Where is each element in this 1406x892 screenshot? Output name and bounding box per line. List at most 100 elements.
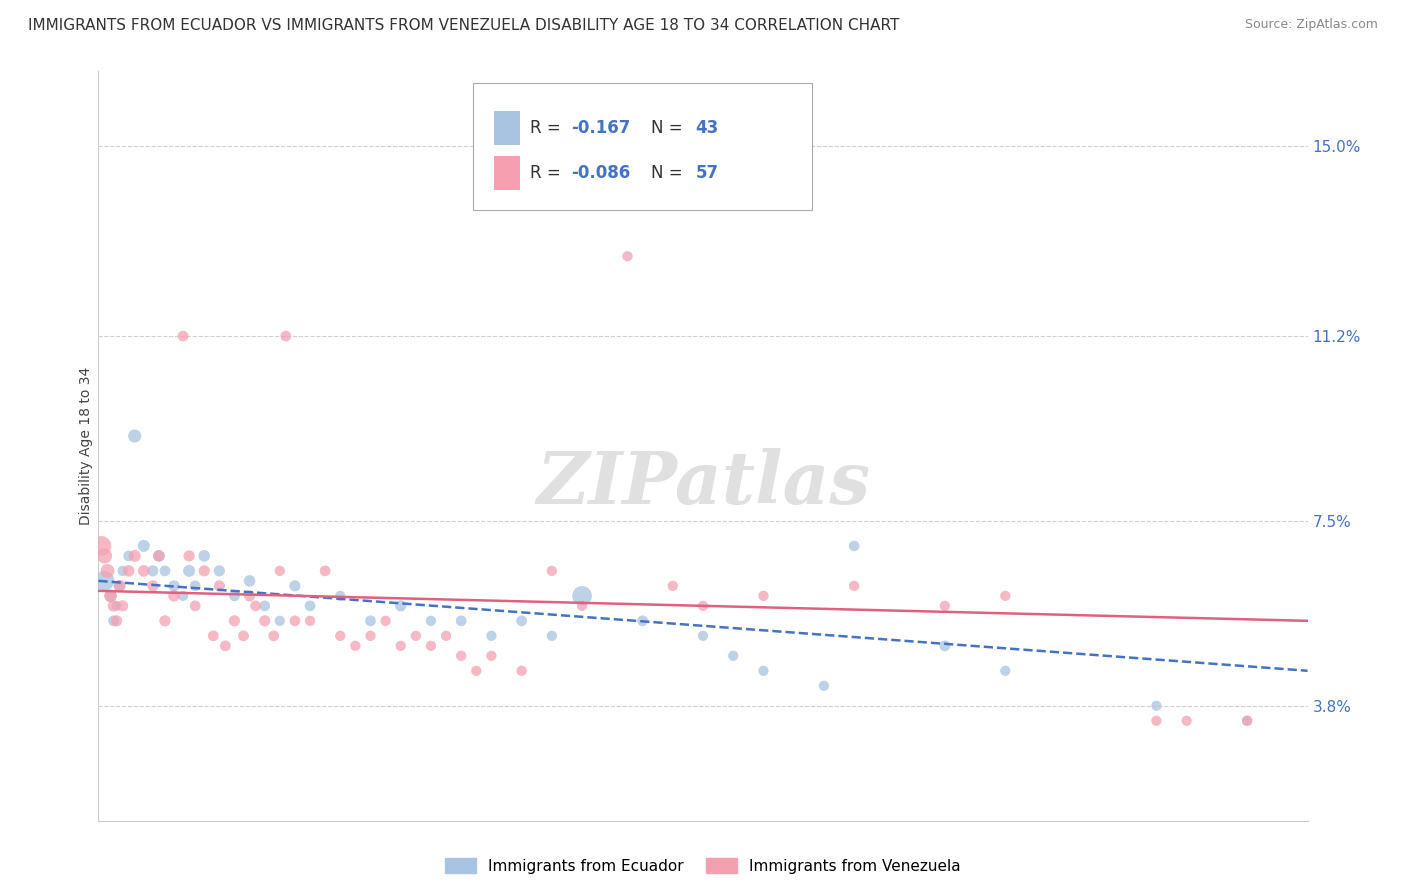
Point [108, 579, 131, 593]
Point [510, 664, 533, 678]
Point [93, 574, 115, 588]
Point [481, 629, 503, 643]
Point [934, 639, 956, 653]
Point [108, 579, 131, 593]
Point [172, 329, 194, 343]
FancyBboxPatch shape [494, 112, 520, 145]
Point [723, 648, 745, 663]
Point [994, 589, 1017, 603]
Point [1236, 714, 1258, 728]
Point [420, 614, 443, 628]
Point [132, 539, 155, 553]
Point [450, 648, 472, 663]
Point [571, 589, 593, 603]
Point [232, 629, 254, 643]
Text: -0.086: -0.086 [571, 163, 630, 182]
FancyBboxPatch shape [474, 83, 811, 210]
Point [103, 599, 125, 613]
Point [118, 549, 141, 563]
Point [163, 589, 186, 603]
Point [571, 599, 593, 613]
Point [450, 614, 472, 628]
Point [93, 549, 115, 563]
Point [994, 664, 1017, 678]
FancyBboxPatch shape [494, 156, 520, 189]
Point [253, 599, 276, 613]
Point [100, 589, 122, 603]
Point [163, 579, 186, 593]
Text: R =: R = [530, 163, 567, 182]
Point [389, 639, 412, 653]
Point [179, 564, 201, 578]
Point [1175, 714, 1198, 728]
Point [1236, 714, 1258, 728]
Text: IMMIGRANTS FROM ECUADOR VS IMMIGRANTS FROM VENEZUELA DISABILITY AGE 18 TO 34 COR: IMMIGRANTS FROM ECUADOR VS IMMIGRANTS FR… [28, 18, 900, 33]
Point [208, 579, 231, 593]
Point [269, 614, 291, 628]
Text: 57: 57 [696, 163, 718, 182]
Point [132, 564, 155, 578]
Point [616, 249, 638, 263]
Text: N =: N = [651, 163, 688, 182]
Point [844, 579, 866, 593]
Text: Source: ZipAtlas.com: Source: ZipAtlas.com [1244, 18, 1378, 31]
Point [329, 589, 352, 603]
Point [434, 629, 457, 643]
Point [224, 589, 246, 603]
Point [813, 679, 835, 693]
Point [96, 564, 118, 578]
Point [239, 574, 262, 588]
Point [299, 599, 322, 613]
Point [208, 564, 231, 578]
Point [111, 599, 134, 613]
Point [124, 549, 146, 563]
Point [100, 589, 122, 603]
Point [118, 564, 141, 578]
Point [284, 579, 307, 593]
Point [148, 549, 170, 563]
Point [148, 549, 170, 563]
Point [481, 648, 503, 663]
Text: R =: R = [530, 120, 567, 137]
Point [844, 539, 866, 553]
Point [224, 614, 246, 628]
Point [540, 629, 562, 643]
Point [245, 599, 267, 613]
Point [103, 614, 125, 628]
Point [111, 564, 134, 578]
Point [661, 579, 683, 593]
Point [284, 614, 307, 628]
Point [631, 614, 654, 628]
Point [405, 629, 427, 643]
Point [202, 629, 225, 643]
Legend: Immigrants from Ecuador, Immigrants from Venezuela: Immigrants from Ecuador, Immigrants from… [439, 852, 967, 880]
Point [329, 629, 352, 643]
Text: 43: 43 [696, 120, 718, 137]
Point [214, 639, 236, 653]
Point [692, 599, 714, 613]
Point [1146, 698, 1168, 713]
Point [172, 589, 194, 603]
Point [389, 599, 412, 613]
Point [692, 629, 714, 643]
Point [124, 429, 146, 443]
Point [142, 579, 165, 593]
Point [374, 614, 396, 628]
Point [299, 614, 322, 628]
Text: -0.167: -0.167 [571, 120, 630, 137]
Point [153, 614, 176, 628]
Point [239, 589, 262, 603]
Point [274, 329, 297, 343]
Point [193, 564, 215, 578]
Point [193, 549, 215, 563]
Point [360, 614, 382, 628]
Point [179, 549, 201, 563]
Point [142, 564, 165, 578]
Text: ZIPatlas: ZIPatlas [536, 448, 870, 519]
Point [360, 629, 382, 643]
Point [510, 614, 533, 628]
Point [105, 614, 128, 628]
Point [105, 599, 128, 613]
Point [752, 664, 775, 678]
Point [153, 564, 176, 578]
